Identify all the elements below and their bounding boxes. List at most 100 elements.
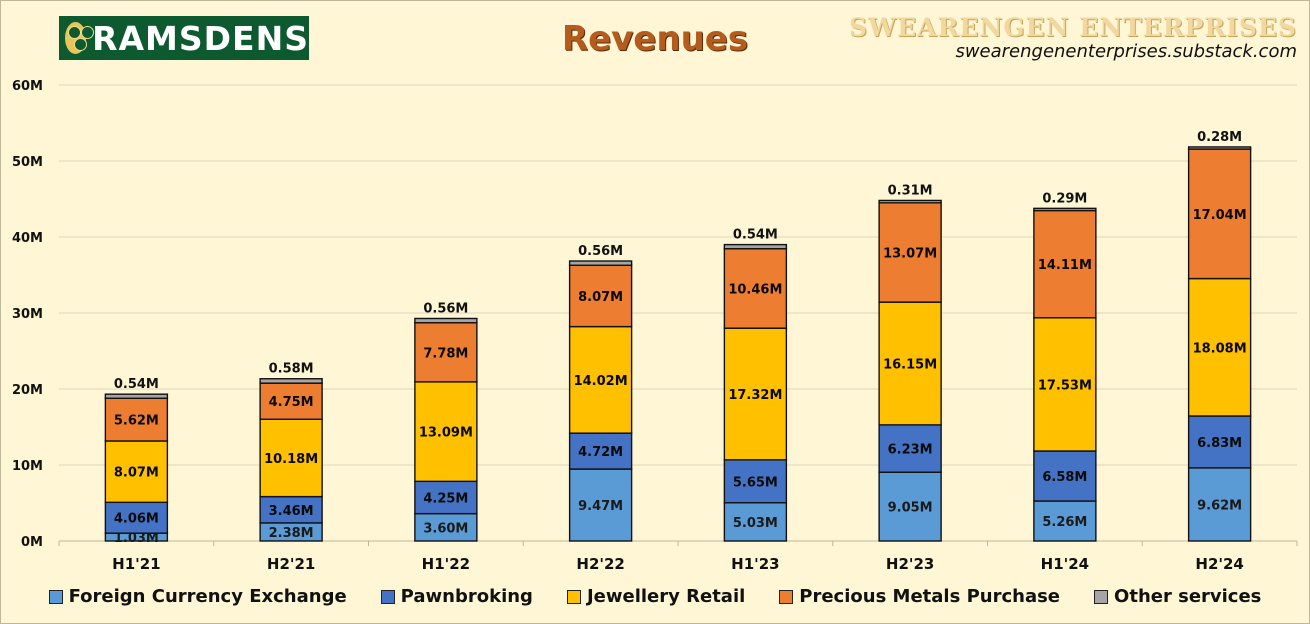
data-label: 5.65M <box>733 475 778 490</box>
data-label: 9.62M <box>1197 498 1242 513</box>
legend-swatch <box>779 589 794 604</box>
chart-title: Revenues <box>561 19 749 59</box>
data-label: 8.07M <box>114 466 159 481</box>
legend-swatch <box>566 589 581 604</box>
data-label: 6.58M <box>1042 470 1087 485</box>
bar-segment <box>878 301 942 426</box>
data-label: 17.32M <box>728 388 782 403</box>
x-tick-label: H2'24 <box>1195 555 1243 573</box>
data-label: 17.53M <box>1038 378 1092 393</box>
y-tick-label: 20M <box>12 383 43 398</box>
bar-segment <box>1187 146 1252 150</box>
data-label: 3.46M <box>269 504 314 519</box>
data-label: 5.26M <box>1042 515 1087 530</box>
y-tick-label: 50M <box>12 155 43 170</box>
bar-segment <box>259 495 323 524</box>
x-tick-label: H1'24 <box>1041 555 1089 573</box>
bar-segment <box>568 325 633 434</box>
bar-segment <box>878 199 942 204</box>
bar-segment <box>568 264 633 328</box>
data-label: 4.06M <box>114 512 159 527</box>
data-label: 0.56M <box>578 244 623 259</box>
bar-segment <box>1187 467 1252 542</box>
data-label: 0.54M <box>114 377 159 392</box>
legend-label: Other services <box>1114 586 1262 607</box>
data-label: 0.28M <box>1197 130 1242 145</box>
data-label: 4.75M <box>269 395 314 410</box>
bar-segment <box>414 480 478 515</box>
bar-segment <box>1033 207 1097 212</box>
data-label: 6.83M <box>1197 436 1242 451</box>
three-balls-icon <box>65 22 94 54</box>
data-label: 0.58M <box>269 362 314 377</box>
bar-segment <box>259 382 323 420</box>
data-label: 0.54M <box>733 228 778 243</box>
bar-segment <box>104 501 169 534</box>
data-label: 9.47M <box>578 499 623 514</box>
legend-swatch <box>48 589 63 604</box>
x-tick-label: H2'21 <box>267 555 315 573</box>
data-label: 4.72M <box>578 445 623 460</box>
data-label: 5.62M <box>114 414 159 429</box>
data-label: 10.46M <box>728 282 782 297</box>
bar-segment <box>414 381 478 483</box>
legend-item: Jewellery Retail <box>566 586 745 607</box>
y-tick-label: 40M <box>12 231 43 246</box>
bar-segment <box>1187 148 1252 280</box>
bar-segment <box>878 471 942 542</box>
bar-segment <box>1033 450 1097 502</box>
data-label: 18.08M <box>1193 341 1247 356</box>
x-tick-label: H1'22 <box>422 555 470 573</box>
bar-segment <box>723 243 788 250</box>
data-label: 0.31M <box>888 183 933 198</box>
data-label: 0.56M <box>423 301 468 316</box>
bar-segment <box>414 512 478 542</box>
bar-segment <box>1033 500 1097 542</box>
brand-name: SWEARENGEN ENTERPRISES <box>848 13 1297 42</box>
bar-segment <box>104 440 169 504</box>
legend-item: Precious Metals Purchase <box>779 586 1060 607</box>
y-tick-label: 0M <box>21 535 43 550</box>
data-label: 3.60M <box>423 521 468 536</box>
data-label: 9.05M <box>888 501 933 516</box>
legend-swatch <box>1094 589 1109 604</box>
legend-label: Precious Metals Purchase <box>799 586 1061 607</box>
bar-segment <box>414 317 478 324</box>
bar-segment <box>259 378 323 384</box>
data-label: 2.38M <box>269 526 314 541</box>
bar-segment <box>414 322 478 383</box>
bar-segment <box>568 432 633 470</box>
bar-segment <box>104 397 169 442</box>
legend-item: Other services <box>1094 586 1261 607</box>
bar-segment <box>259 418 323 498</box>
brand-url: swearengenenterprises.substack.com <box>955 41 1297 62</box>
x-tick-label: H1'23 <box>731 555 779 573</box>
data-label: 13.09M <box>419 426 473 441</box>
data-label: 6.23M <box>888 443 933 458</box>
bar-segment <box>723 248 788 329</box>
x-tick-label: H2'23 <box>886 555 934 573</box>
data-label: 0.29M <box>1042 191 1087 206</box>
chart-legend: Foreign Currency Exchange Pawnbroking Jewe… <box>1 586 1309 607</box>
data-label: 13.07M <box>883 246 937 261</box>
y-tick-label: 60M <box>12 79 43 94</box>
legend-item: Foreign Currency Exchange <box>48 586 347 607</box>
y-tick-label: 30M <box>12 307 43 322</box>
legend-label: Foreign Currency Exchange <box>68 586 347 607</box>
bar-segment <box>1033 317 1097 452</box>
data-label: 16.15M <box>883 358 937 373</box>
data-label: 10.18M <box>264 452 318 467</box>
x-tick-label: H1'21 <box>112 555 160 573</box>
bar-segment <box>723 327 788 461</box>
y-tick-label: 10M <box>12 459 43 474</box>
data-label: 8.07M <box>578 290 623 305</box>
bar-segment <box>568 260 633 266</box>
bar-segment <box>104 393 169 399</box>
x-tick-label: H2'22 <box>576 555 624 573</box>
data-label: 5.03M <box>733 516 778 531</box>
data-label: 14.02M <box>574 374 628 389</box>
legend-label: Pawnbroking <box>400 586 533 607</box>
bar-segment <box>723 459 788 504</box>
legend-swatch <box>380 589 395 604</box>
